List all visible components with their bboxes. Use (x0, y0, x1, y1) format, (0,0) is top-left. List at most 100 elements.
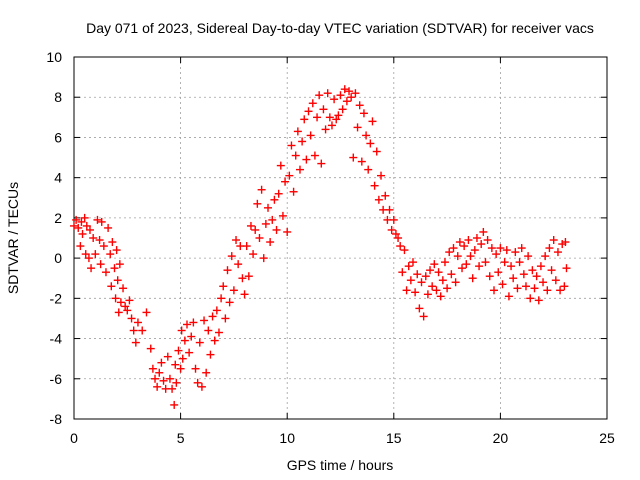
data-point (551, 276, 560, 285)
data-point (477, 240, 486, 249)
data-point (492, 250, 501, 259)
data-point (408, 258, 417, 267)
data-point (475, 262, 484, 271)
data-point (101, 268, 110, 277)
data-point (430, 260, 439, 269)
data-point (187, 332, 196, 341)
data-point (171, 360, 180, 369)
x-tick-label: 25 (599, 430, 615, 446)
data-point (351, 89, 360, 98)
data-point (244, 272, 253, 281)
data-point (148, 364, 157, 373)
data-point (165, 374, 174, 383)
data-point (398, 268, 407, 277)
data-point (561, 238, 570, 247)
data-point (468, 274, 477, 283)
data-point (421, 272, 430, 281)
data-point (539, 278, 548, 287)
data-point (232, 236, 241, 245)
data-point (119, 284, 128, 293)
data-point (438, 276, 447, 285)
data-point (560, 282, 569, 291)
data-point (515, 258, 524, 267)
data-point (74, 223, 83, 232)
data-point (221, 314, 230, 323)
data-point (428, 282, 437, 291)
data-point (182, 320, 191, 329)
data-point (81, 250, 90, 259)
data-point (528, 266, 537, 275)
data-point (460, 242, 469, 251)
data-point (93, 215, 102, 224)
data-point (541, 252, 550, 261)
data-point (163, 352, 172, 361)
data-point (116, 298, 125, 307)
data-point (530, 284, 539, 293)
y-tick-labels: -8 -6 -4 -2 0 2 4 6 8 10 (46, 49, 62, 427)
data-point (374, 195, 383, 204)
data-point (521, 282, 530, 291)
data-point (447, 270, 456, 279)
data-point (406, 276, 415, 285)
data-point (389, 215, 398, 224)
data-point (496, 244, 505, 253)
data-point (462, 260, 471, 269)
data-point (255, 234, 264, 242)
data-point (345, 87, 354, 96)
data-point (113, 276, 122, 285)
y-tick-label: 8 (54, 89, 62, 105)
data-point (195, 338, 204, 347)
data-point (302, 155, 311, 164)
data-point (532, 272, 541, 281)
data-point (330, 95, 339, 104)
data-point (458, 264, 467, 273)
data-point (338, 105, 347, 114)
data-point (274, 189, 283, 198)
data-point (509, 274, 518, 283)
data-point (272, 225, 281, 234)
x-tick-label: 5 (177, 430, 185, 446)
data-point (246, 221, 255, 230)
data-point (443, 284, 452, 293)
data-point (178, 354, 187, 363)
data-point (385, 205, 394, 214)
axis-ticks (73, 56, 608, 420)
data-point (107, 282, 116, 291)
data-point (259, 254, 268, 263)
data-point (315, 91, 324, 100)
data-point (502, 246, 511, 255)
y-axis-label: SDTVAR / TECUs (5, 182, 21, 294)
data-point (549, 236, 558, 245)
data-point (445, 248, 454, 257)
data-point (214, 328, 223, 337)
data-point (340, 85, 349, 94)
data-point (80, 213, 89, 222)
data-point (534, 296, 543, 305)
data-point (507, 262, 516, 271)
data-point (323, 89, 332, 98)
data-point (504, 292, 513, 301)
data-point (451, 278, 460, 287)
x-tick-label: 0 (70, 430, 78, 446)
data-point (127, 314, 136, 323)
y-tick-label: -8 (50, 411, 63, 427)
data-point (517, 244, 526, 253)
data-point (321, 125, 330, 134)
data-point (70, 221, 78, 230)
data-point (415, 304, 424, 313)
data-point (287, 141, 296, 150)
data-point (177, 326, 186, 335)
data-point (157, 358, 166, 367)
data-point (170, 400, 179, 409)
data-point (342, 97, 351, 106)
y-tick-label: 4 (54, 170, 62, 186)
data-point (219, 282, 228, 291)
data-point (174, 346, 183, 355)
data-point (432, 286, 441, 295)
data-point (357, 157, 366, 166)
data-point (176, 364, 185, 373)
data-point (466, 252, 475, 261)
x-tick-label: 20 (493, 430, 509, 446)
data-point (281, 177, 290, 186)
data-point (481, 258, 490, 267)
